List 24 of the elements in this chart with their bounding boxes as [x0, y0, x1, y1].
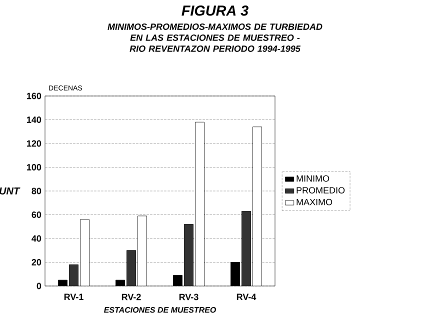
y-tick-label: 20: [32, 259, 42, 266]
y-tick-label: 120: [27, 140, 42, 147]
legend-label: PROMEDIO: [296, 187, 345, 194]
y-tick-label: 40: [32, 235, 42, 242]
bar: [69, 264, 78, 286]
bar: [184, 224, 194, 286]
y-tick-label: 100: [27, 164, 42, 170]
x-tick-label: RV-1: [64, 294, 84, 300]
chart-subtitle: MINIMOS-PROMEDIOS-MAXIMOS DE TURBIEDAD EN LAS ESTACIONES DE MUESTREO - RIO REVENTAZON PERIODO 1994-1995: [108, 24, 322, 52]
y-tick-label: 0: [36, 282, 42, 290]
y-axis-title: UNT: [0, 188, 20, 194]
y-tick-label: 160: [27, 92, 42, 100]
legend-label: MAXIMO: [296, 198, 332, 206]
bar: [126, 250, 136, 286]
bar: [242, 210, 251, 286]
chart-title: FIGURA 3: [182, 6, 248, 16]
x-axis-title: ESTACIONES DE MUESTREO: [104, 307, 216, 313]
y-tick-label: 140: [27, 116, 42, 123]
y-tick-label: 60: [32, 212, 42, 218]
legend-label: MINIMO: [296, 175, 330, 182]
x-tick-label: RV-3: [179, 294, 198, 300]
x-tick-label: RV-2: [122, 294, 141, 300]
x-tick-label: RV-4: [236, 294, 256, 300]
y-tick-label: 80: [32, 188, 42, 194]
